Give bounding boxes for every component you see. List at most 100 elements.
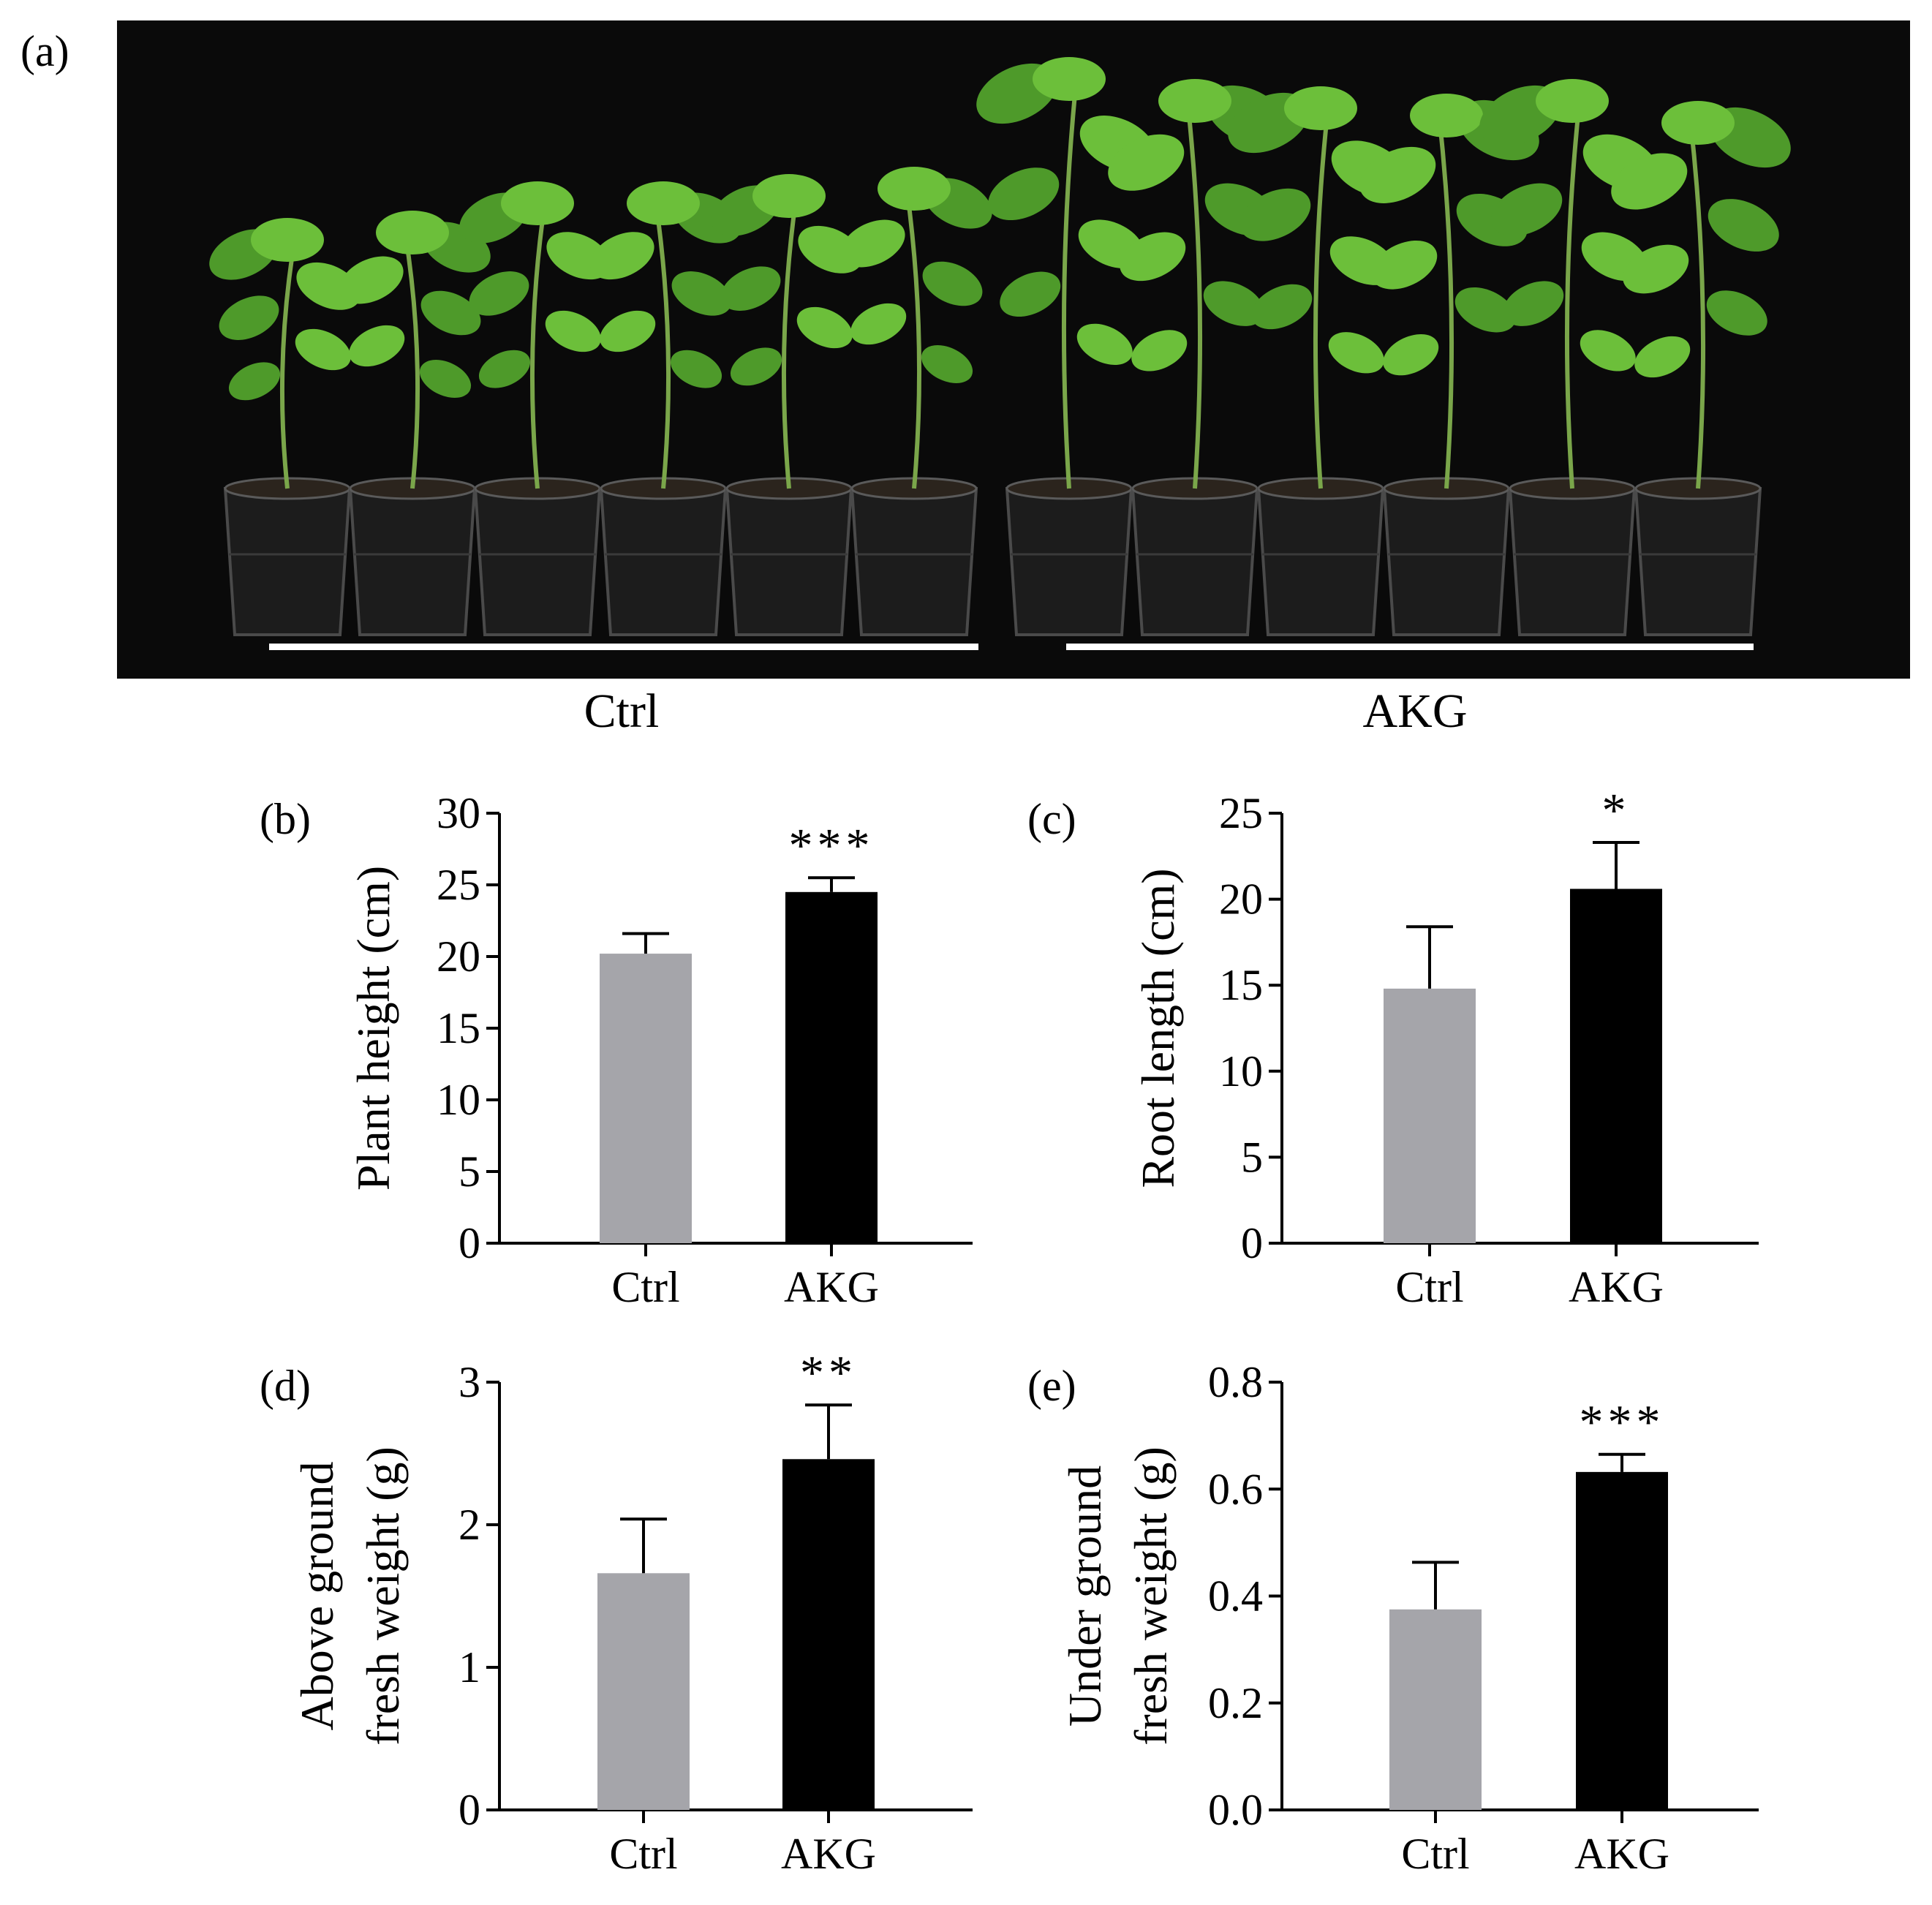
y-tick-label: 0.2 (1208, 1679, 1263, 1727)
leaf (349, 325, 405, 367)
stem (1313, 107, 1330, 489)
y-tick-label: 25 (437, 861, 480, 909)
stem (1564, 100, 1582, 489)
stem (403, 232, 420, 489)
leaf (600, 310, 656, 352)
y-tick-label: 0 (459, 1786, 480, 1834)
bar-ctrl (600, 954, 692, 1243)
x-tick-label: AKG (1569, 1263, 1664, 1311)
top-leaf (251, 218, 324, 262)
y-tick-label: 0 (459, 1219, 480, 1267)
pot (223, 487, 352, 636)
leaf (1634, 336, 1691, 378)
top-leaf (752, 174, 826, 218)
y-axis-label: Plant height (cm) (347, 866, 399, 1191)
leaf (1328, 332, 1384, 374)
bar-ctrl (1384, 988, 1476, 1243)
y-axis-label: fresh weight (g) (1125, 1446, 1177, 1746)
y-tick-label: 5 (1241, 1133, 1263, 1181)
leaf (219, 295, 279, 340)
leaf (671, 271, 732, 316)
leaf (850, 303, 907, 345)
akg-plant-6 (1611, 101, 1791, 636)
y-tick-label: 20 (1219, 875, 1263, 924)
leaf (988, 167, 1060, 221)
leaf (420, 290, 481, 336)
pot (1005, 487, 1133, 636)
bar-akg (785, 891, 878, 1243)
pot (348, 487, 477, 636)
y-tick-label: 20 (437, 932, 480, 981)
chart-e: (e) 0.0 0.2 0.4 0.6 0.8 Under ground fresh weig… (1027, 1358, 1759, 1878)
y-tick-label: 25 (1219, 789, 1263, 837)
stem (1185, 100, 1203, 489)
bar-akg (1576, 1471, 1668, 1810)
y-tick-label: 0.8 (1208, 1358, 1263, 1406)
y-axis-label: Under ground (1059, 1465, 1111, 1727)
x-tick-label: AKG (781, 1830, 876, 1878)
pot (1634, 487, 1762, 636)
ctrl-plant-4 (589, 181, 742, 636)
bar-ctrl (597, 1573, 690, 1810)
top-leaf (627, 181, 700, 225)
akg-group-bar (1066, 644, 1754, 650)
leaf (1000, 271, 1061, 317)
akg-group-caption: AKG (1362, 684, 1468, 738)
leaf (670, 350, 722, 388)
y-tick-label: 2 (459, 1501, 480, 1549)
stem (654, 203, 671, 489)
pot (1508, 487, 1637, 636)
y-axis-label: Root length (cm) (1132, 868, 1184, 1188)
leaf (1131, 330, 1188, 371)
top-leaf (878, 167, 951, 211)
top-leaf (1661, 101, 1735, 145)
stem (279, 239, 297, 489)
top-leaf (1158, 79, 1231, 123)
bar-akg (782, 1459, 875, 1810)
panel-label: (c) (1027, 795, 1076, 843)
pot (725, 487, 853, 636)
leaf (1503, 281, 1564, 326)
leaf (1251, 284, 1313, 330)
leaf (339, 256, 404, 304)
y-tick-label: 0.4 (1208, 1572, 1263, 1621)
leaf (1623, 244, 1689, 294)
stem (905, 188, 922, 489)
top-leaf (376, 211, 449, 254)
significance-label: *** (1580, 1396, 1665, 1449)
stem (1688, 122, 1706, 489)
ctrl-group-bar (269, 644, 978, 650)
pot (1256, 487, 1385, 636)
leaf (478, 350, 531, 388)
top-leaf (1284, 86, 1357, 130)
y-tick-label: 1 (459, 1643, 480, 1691)
y-axis-label: fresh weight (g) (357, 1446, 409, 1746)
leaf (1580, 330, 1636, 371)
significance-label: ** (800, 1346, 857, 1400)
leaf (1383, 334, 1439, 376)
stem (529, 203, 547, 489)
pot (473, 487, 602, 636)
leaf (1454, 287, 1516, 333)
pot (1382, 487, 1511, 636)
x-tick-label: AKG (784, 1263, 879, 1311)
leaf (1611, 153, 1688, 210)
pot (599, 487, 728, 636)
leaf (1203, 281, 1264, 326)
ctrl-plant-6 (840, 167, 992, 636)
top-leaf (1033, 57, 1106, 101)
pot (1131, 487, 1259, 636)
pot (850, 487, 978, 636)
leaf (1108, 134, 1185, 191)
ctrl-plant-5 (711, 174, 863, 636)
leaf (922, 261, 983, 306)
y-axis-label: Above ground (291, 1462, 343, 1731)
stem (781, 195, 799, 489)
y-tick-label: 15 (437, 1004, 480, 1052)
leaf (730, 347, 782, 386)
ctrl-group-caption: Ctrl (584, 684, 660, 738)
leaf (1076, 323, 1133, 365)
panel-a-label: (a) (20, 27, 69, 75)
stem (1061, 78, 1079, 489)
